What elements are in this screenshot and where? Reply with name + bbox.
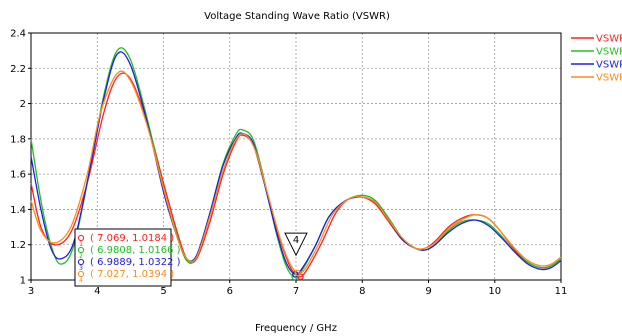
legend-label-4: VSWR	[596, 73, 622, 84]
y-axis-ticks: 1 1.2 1.4 1.6 1.8 2 2.2 2.4	[10, 29, 31, 287]
readout-marker-number-1: 1	[79, 241, 83, 248]
y-tick-label: 1.4	[10, 205, 26, 216]
x-tick-label: 5	[160, 286, 166, 297]
y-tick-label: 1.2	[10, 240, 26, 251]
chart-title: Voltage Standing Wave Ratio (VSWR)	[204, 11, 390, 22]
readout-marker-icon-1	[77, 234, 85, 242]
readout-marker-number-4: 4	[79, 277, 83, 284]
y-tick-label: 2.4	[10, 29, 26, 40]
y-tick-label: 2.2	[10, 64, 26, 75]
x-axis-ticks: 3 4 5 6 7 8 9 10 11	[28, 280, 568, 297]
readout-marker-icon-2	[77, 246, 85, 254]
series-line-3	[30, 51, 562, 276]
readout-value-1: ( 7.069, 1.0184 )	[90, 233, 174, 244]
y-tick-label: 1.6	[10, 170, 26, 181]
marker-flag-label: 4	[293, 235, 299, 246]
x-tick-label: 3	[28, 286, 34, 297]
marker-points	[291, 269, 304, 281]
readout-marker-number-2: 2	[79, 253, 83, 260]
legend-label-3: VSWR	[596, 60, 622, 71]
legend: VSWR VSWR VSWR VSWR	[571, 34, 622, 84]
readout-box-frame	[74, 228, 172, 287]
marker-point-2	[291, 273, 298, 281]
y-tick-label: 1	[20, 276, 26, 287]
marker-flag: 4	[284, 232, 308, 257]
y-tick-label: 2	[20, 99, 26, 110]
readout-value-4: ( 7.027, 1.0394 )	[90, 269, 174, 280]
x-axis-label: Frequency / GHz	[255, 323, 337, 334]
x-tick-label: 8	[359, 286, 365, 297]
readout-value-2: ( 6.9808, 1.0166 )	[90, 245, 181, 256]
y-tick-label: 1.8	[10, 134, 26, 145]
marker-flag-triangle	[284, 232, 308, 257]
readout-marker-icon-3	[77, 258, 85, 266]
readout-marker-icon-4	[77, 270, 85, 278]
x-tick-label: 10	[488, 286, 501, 297]
x-tick-label: 9	[425, 286, 431, 297]
marker-readout-box: 1 ( 7.069, 1.0184 ) 2 ( 6.9808, 1.0166 ) 3 ( …	[74, 228, 181, 287]
readout-marker-number-3: 3	[79, 265, 83, 272]
x-tick-label: 6	[227, 286, 233, 297]
legend-label-1: VSWR	[596, 34, 622, 45]
x-tick-label: 11	[555, 286, 568, 297]
x-tick-label: 7	[293, 286, 299, 297]
marker-point-4	[294, 269, 301, 277]
x-tick-label: 4	[94, 286, 100, 297]
legend-label-2: VSWR	[596, 47, 622, 58]
readout-value-3: ( 6.9889, 1.0322 )	[90, 257, 181, 268]
